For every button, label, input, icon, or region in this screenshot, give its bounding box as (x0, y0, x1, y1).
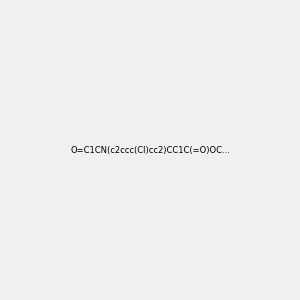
Text: O=C1CN(c2ccc(Cl)cc2)CC1C(=O)OC...: O=C1CN(c2ccc(Cl)cc2)CC1C(=O)OC... (70, 146, 230, 154)
